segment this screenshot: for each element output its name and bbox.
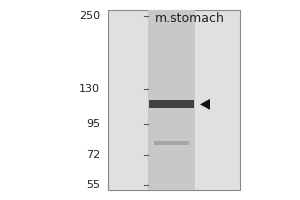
- Text: 130: 130: [79, 84, 100, 94]
- Text: 72: 72: [86, 150, 100, 160]
- Bar: [108, 10, 240, 190]
- Text: m.stomach: m.stomach: [155, 11, 225, 24]
- Text: 250: 250: [79, 11, 100, 21]
- Bar: [154, 141, 189, 145]
- Bar: [148, 10, 195, 190]
- Text: 55: 55: [86, 180, 100, 190]
- Text: 95: 95: [86, 119, 100, 129]
- Polygon shape: [200, 99, 210, 110]
- Bar: [149, 100, 194, 108]
